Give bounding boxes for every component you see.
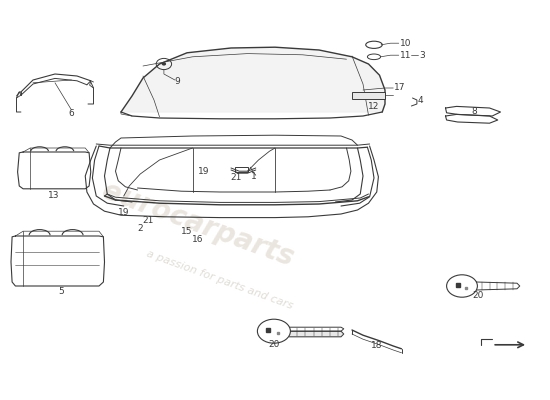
- Text: 8: 8: [471, 107, 477, 116]
- Text: 20: 20: [268, 340, 279, 349]
- Polygon shape: [18, 152, 91, 189]
- Polygon shape: [446, 114, 498, 123]
- Text: a passion for parts and cars: a passion for parts and cars: [145, 249, 295, 311]
- Bar: [235, 167, 248, 172]
- Text: 4: 4: [418, 96, 424, 105]
- Circle shape: [257, 319, 290, 343]
- Text: 10: 10: [400, 39, 411, 48]
- Text: 6: 6: [69, 110, 74, 118]
- Text: 21: 21: [143, 216, 154, 225]
- Text: 13: 13: [48, 191, 59, 200]
- Polygon shape: [289, 331, 344, 337]
- Polygon shape: [11, 236, 104, 286]
- Polygon shape: [446, 106, 501, 116]
- Text: eurocarparts: eurocarparts: [98, 176, 298, 272]
- Polygon shape: [289, 327, 344, 331]
- Text: 15: 15: [182, 227, 192, 236]
- Text: 19: 19: [118, 208, 129, 217]
- Text: 18: 18: [371, 342, 382, 350]
- Circle shape: [162, 62, 166, 66]
- Text: 5: 5: [59, 287, 64, 296]
- Text: 11: 11: [400, 51, 411, 60]
- Text: 3: 3: [419, 51, 425, 60]
- Circle shape: [447, 275, 477, 297]
- Text: 21: 21: [231, 173, 242, 182]
- Polygon shape: [121, 47, 385, 112]
- Polygon shape: [476, 282, 520, 290]
- Text: 9: 9: [175, 78, 180, 86]
- Text: 20: 20: [473, 291, 484, 300]
- Text: 1: 1: [251, 172, 257, 181]
- Text: 17: 17: [394, 84, 406, 92]
- Text: 19: 19: [198, 167, 209, 176]
- Text: 16: 16: [192, 236, 204, 244]
- Text: 2: 2: [138, 224, 143, 233]
- Text: 12: 12: [368, 102, 379, 111]
- Bar: [352, 92, 385, 99]
